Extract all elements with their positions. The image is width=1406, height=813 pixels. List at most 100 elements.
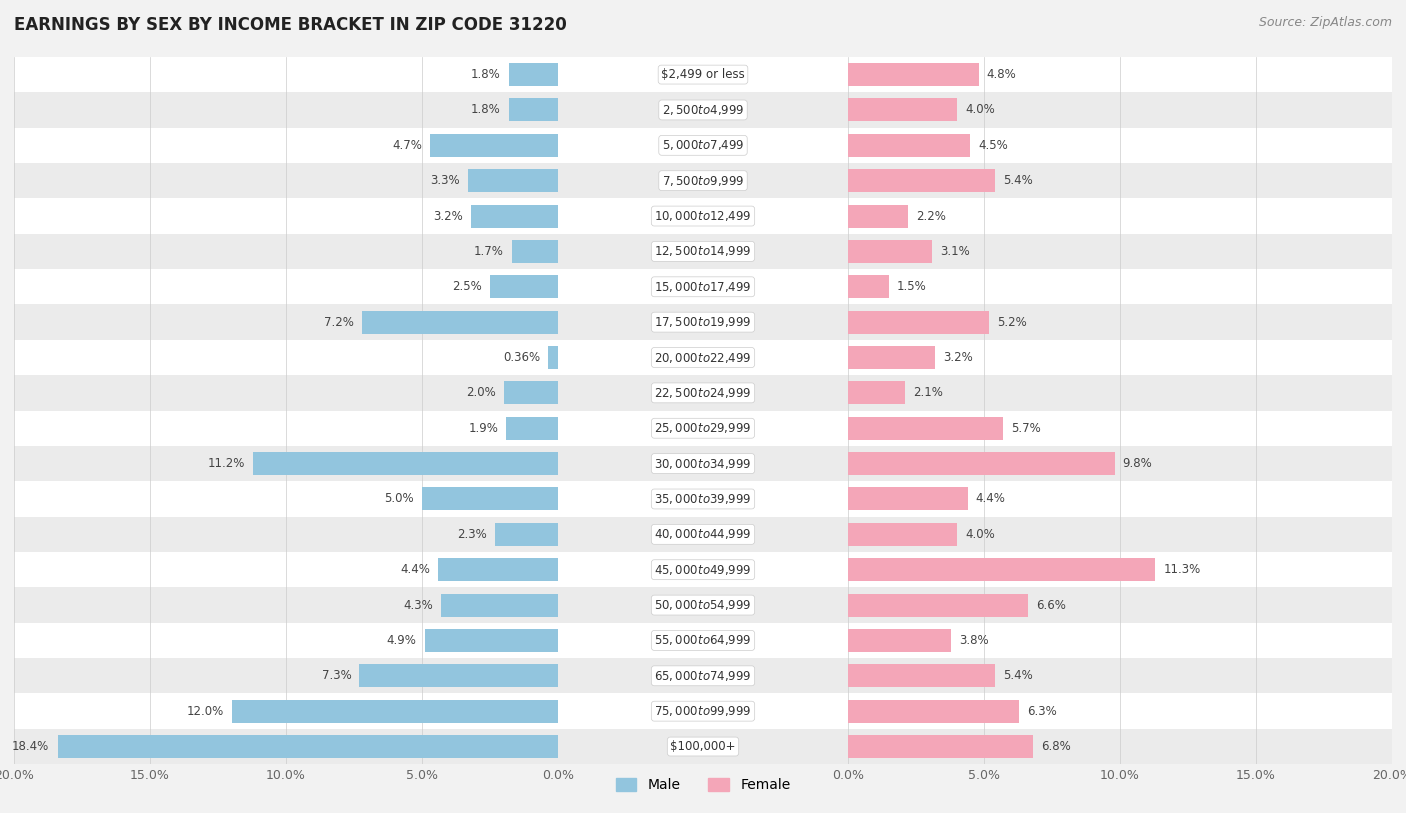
Bar (848, 517, 1392, 552)
Bar (848, 664, 995, 687)
Text: 4.0%: 4.0% (965, 103, 994, 116)
Bar (848, 92, 1392, 128)
Bar (468, 169, 558, 192)
Bar (558, 517, 848, 552)
Bar (558, 304, 848, 340)
Text: $35,000 to $39,999: $35,000 to $39,999 (654, 492, 752, 506)
Bar (848, 134, 970, 157)
Bar (14, 376, 558, 411)
Text: 4.0%: 4.0% (965, 528, 994, 541)
Bar (558, 446, 848, 481)
Bar (548, 346, 558, 369)
Text: $5,000 to $7,499: $5,000 to $7,499 (662, 138, 744, 152)
Bar (848, 198, 1392, 234)
Bar (558, 376, 848, 411)
Bar (558, 552, 848, 587)
Bar (848, 63, 979, 86)
Bar (848, 57, 1392, 92)
Text: 4.8%: 4.8% (987, 68, 1017, 81)
Bar (14, 517, 558, 552)
Text: 5.2%: 5.2% (998, 315, 1028, 328)
Bar (848, 98, 957, 121)
Bar (848, 163, 1392, 198)
Text: 7.3%: 7.3% (322, 669, 352, 682)
Bar (558, 481, 848, 517)
Bar (848, 729, 1392, 764)
Text: 2.1%: 2.1% (914, 386, 943, 399)
Bar (14, 587, 558, 623)
Bar (848, 417, 1002, 440)
Bar (14, 481, 558, 517)
Text: 6.3%: 6.3% (1028, 705, 1057, 718)
Bar (848, 623, 1392, 659)
Text: $10,000 to $12,499: $10,000 to $12,499 (654, 209, 752, 223)
Bar (848, 446, 1392, 481)
Text: EARNINGS BY SEX BY INCOME BRACKET IN ZIP CODE 31220: EARNINGS BY SEX BY INCOME BRACKET IN ZIP… (14, 16, 567, 34)
Bar (14, 623, 558, 659)
Bar (14, 659, 558, 693)
Bar (441, 593, 558, 616)
Bar (360, 664, 558, 687)
Bar (848, 128, 1392, 163)
Text: 18.4%: 18.4% (13, 740, 49, 753)
Bar (363, 311, 558, 333)
Text: 0.36%: 0.36% (503, 351, 540, 364)
Text: 2.2%: 2.2% (917, 210, 946, 223)
Bar (558, 198, 848, 234)
Text: 4.7%: 4.7% (392, 139, 422, 152)
Text: 2.0%: 2.0% (465, 386, 495, 399)
Bar (509, 63, 558, 86)
Bar (558, 659, 848, 693)
Bar (848, 240, 932, 263)
Bar (14, 411, 558, 446)
Bar (14, 163, 558, 198)
Text: $7,500 to $9,999: $7,500 to $9,999 (662, 174, 744, 188)
Text: $30,000 to $34,999: $30,000 to $34,999 (654, 457, 752, 471)
Text: 11.3%: 11.3% (1164, 563, 1201, 576)
Text: 6.6%: 6.6% (1036, 598, 1066, 611)
Text: 11.2%: 11.2% (208, 457, 245, 470)
Text: 5.7%: 5.7% (1011, 422, 1040, 435)
Bar (495, 523, 558, 546)
Bar (848, 376, 1392, 411)
Text: $50,000 to $54,999: $50,000 to $54,999 (654, 598, 752, 612)
Bar (848, 233, 1392, 269)
Text: 1.5%: 1.5% (897, 280, 927, 293)
Text: $55,000 to $64,999: $55,000 to $64,999 (654, 633, 752, 647)
Text: 4.4%: 4.4% (976, 493, 1005, 506)
Bar (848, 452, 1115, 475)
Bar (14, 729, 558, 764)
Bar (512, 240, 558, 263)
Text: 3.2%: 3.2% (943, 351, 973, 364)
Text: $20,000 to $22,499: $20,000 to $22,499 (654, 350, 752, 364)
Text: $100,000+: $100,000+ (671, 740, 735, 753)
Bar (14, 269, 558, 304)
Bar (848, 481, 1392, 517)
Bar (558, 163, 848, 198)
Text: 4.5%: 4.5% (979, 139, 1008, 152)
Bar (558, 693, 848, 729)
Text: 3.8%: 3.8% (959, 634, 990, 647)
Bar (848, 340, 1392, 375)
Bar (430, 134, 558, 157)
Bar (558, 233, 848, 269)
Bar (14, 446, 558, 481)
Bar (558, 729, 848, 764)
Bar (422, 488, 558, 511)
Bar (848, 346, 935, 369)
Text: 1.8%: 1.8% (471, 68, 501, 81)
Legend: Male, Female: Male, Female (610, 773, 796, 798)
Bar (848, 593, 1028, 616)
Bar (848, 693, 1392, 729)
Text: 1.7%: 1.7% (474, 245, 503, 258)
Text: 2.5%: 2.5% (453, 280, 482, 293)
Bar (253, 452, 558, 475)
Text: 5.4%: 5.4% (1002, 174, 1033, 187)
Text: $2,499 or less: $2,499 or less (661, 68, 745, 81)
Bar (848, 523, 957, 546)
Bar (58, 735, 558, 758)
Bar (848, 552, 1392, 587)
Text: $40,000 to $44,999: $40,000 to $44,999 (654, 528, 752, 541)
Bar (848, 304, 1392, 340)
Bar (558, 623, 848, 659)
